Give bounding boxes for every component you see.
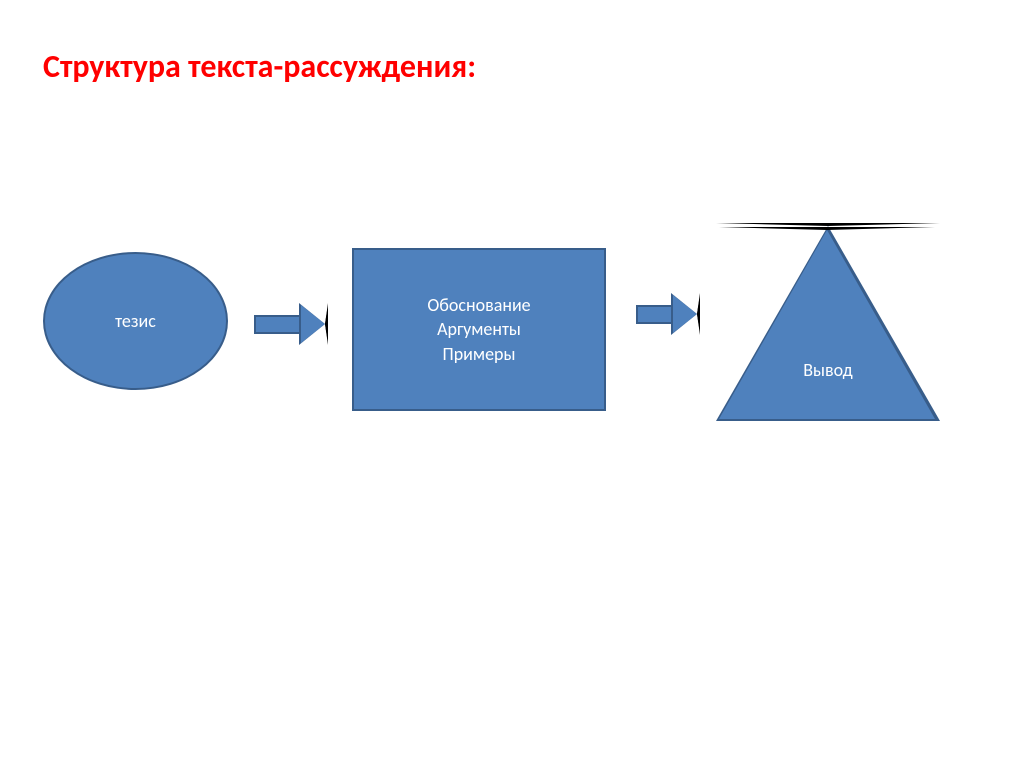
thesis-ellipse: тезис [43,252,228,390]
arrow-2 [636,295,698,333]
conclusion-triangle: Вывод [716,223,940,418]
justification-label: Обоснование Аргументы Примеры [427,293,530,366]
page-title: Структура текста-рассуждения: [43,47,476,86]
arrow-1-shaft [254,315,301,334]
thesis-label: тезис [115,310,156,332]
arrow-1-head [301,305,328,343]
arrow-2-head [673,295,700,333]
justification-rect: Обоснование Аргументы Примеры [352,248,606,411]
conclusion-triangle-fill [719,227,935,419]
arrow-1 [254,305,326,343]
arrow-2-shaft [636,305,673,324]
conclusion-label: Вывод [716,359,940,381]
